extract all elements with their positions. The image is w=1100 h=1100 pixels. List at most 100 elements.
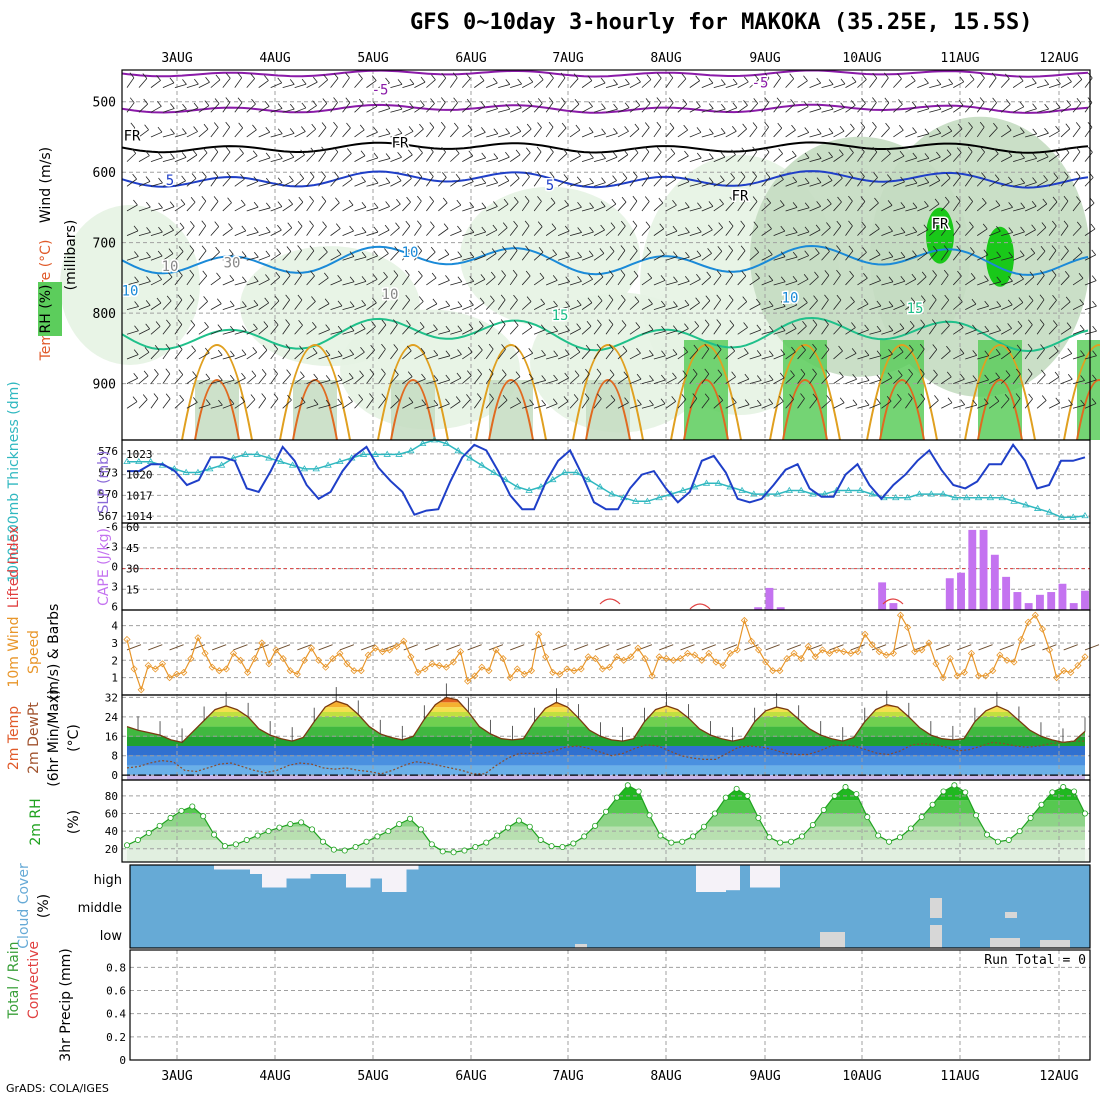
wind-barb (385, 153, 391, 159)
wind-barb (857, 252, 867, 261)
wind-barb (952, 250, 962, 261)
wind-barb (741, 147, 747, 153)
wind-barb (369, 368, 375, 375)
legend-total-rain: Total / Rain (6, 941, 22, 1019)
wind-barb (696, 127, 702, 133)
wind-barb (701, 229, 713, 236)
wind-barb (454, 148, 460, 154)
wind-speed-point (790, 649, 798, 657)
wind-barb (241, 349, 247, 355)
wind-barb (366, 131, 378, 138)
wind-barb (390, 374, 399, 384)
wind-barb (728, 245, 733, 251)
wind-barb (816, 177, 822, 183)
wind-barb (242, 301, 247, 307)
wind-barb (646, 247, 652, 253)
wind-barb (718, 395, 724, 401)
wind-barb (246, 155, 258, 162)
wind-barb (1072, 329, 1085, 335)
rh2m-point (461, 847, 468, 854)
wind-barb (657, 172, 663, 178)
wind-barb (893, 328, 905, 335)
wind-barb (258, 373, 267, 384)
wind-barb (426, 127, 435, 138)
contour-label: 10 (162, 259, 179, 275)
wind-barb (372, 297, 377, 304)
cloud-low-bar (1040, 940, 1070, 948)
wind-barb (241, 225, 247, 232)
wind-barb (1044, 127, 1049, 134)
wind-barb (900, 176, 905, 183)
wind-barb (790, 99, 795, 105)
wind-speed-point (655, 653, 663, 661)
wind-barb (893, 644, 908, 651)
wind-barb (473, 398, 482, 409)
temp-tick: 32 (105, 691, 118, 704)
wind-barb (773, 127, 783, 138)
wind-barb (306, 152, 316, 162)
thickness-point (1081, 512, 1089, 519)
wind-barb (537, 98, 543, 104)
wind-barb (586, 321, 592, 327)
wind-barb (201, 220, 207, 227)
wind-barb (270, 182, 283, 187)
wind-barb (258, 349, 268, 360)
wind-barb (246, 129, 257, 138)
wind-barb (612, 175, 617, 181)
wind-barb (836, 294, 842, 301)
wind-barb (945, 172, 951, 179)
wind-barb (812, 343, 817, 350)
wind-barb (509, 299, 518, 310)
wind-barb (174, 180, 186, 187)
wind-barb (737, 301, 747, 310)
rh2m-point (777, 839, 784, 846)
wind-barb (833, 350, 843, 360)
rh2m-point (733, 785, 740, 792)
wind-barb (713, 227, 723, 236)
wind-barb (685, 251, 690, 258)
wind-barb (785, 181, 797, 187)
wind-barb (186, 154, 198, 162)
wind-barb (641, 79, 652, 88)
wind-barb (797, 182, 810, 187)
wind-barb (457, 225, 462, 232)
wind-barb (1013, 207, 1025, 212)
wind-barb (581, 182, 594, 187)
wind-barb (390, 324, 398, 335)
wind-barb (960, 374, 965, 380)
wind-barb (390, 399, 400, 409)
wind-barb (445, 275, 450, 281)
wind-barb (761, 102, 769, 113)
wind-barb (791, 124, 796, 131)
wind-barb (225, 97, 231, 103)
rh2m-point (864, 814, 871, 821)
wind-barb (1048, 201, 1058, 212)
wind-barb (809, 300, 818, 310)
wind-barb (1051, 220, 1057, 227)
wind-barb (617, 250, 626, 261)
wind-barb (833, 225, 842, 236)
wind-barb (134, 301, 139, 307)
legend-convective: Convective (26, 941, 42, 1019)
wind-barb (330, 126, 338, 138)
wind-barb (665, 77, 674, 88)
wind-barb (801, 344, 806, 351)
wind-barb (378, 300, 387, 310)
wind-barb (408, 126, 414, 132)
wind-barb (978, 644, 993, 651)
wind-barb (1007, 150, 1013, 157)
wind-barb (438, 403, 450, 409)
wind-barb (485, 348, 494, 360)
thickness-point (892, 493, 900, 501)
wind-barb (948, 102, 953, 108)
lifted-tick: 6 (111, 601, 118, 614)
wind-barb (186, 178, 197, 187)
wind-barb (270, 398, 279, 409)
wind-speed-point (293, 670, 301, 678)
wind-barb (1036, 156, 1049, 162)
wind-barb (629, 250, 638, 261)
wind-barb (1075, 171, 1081, 177)
wind-barb (1008, 251, 1014, 258)
wind-barb (426, 201, 434, 212)
wind-barb (498, 108, 510, 113)
